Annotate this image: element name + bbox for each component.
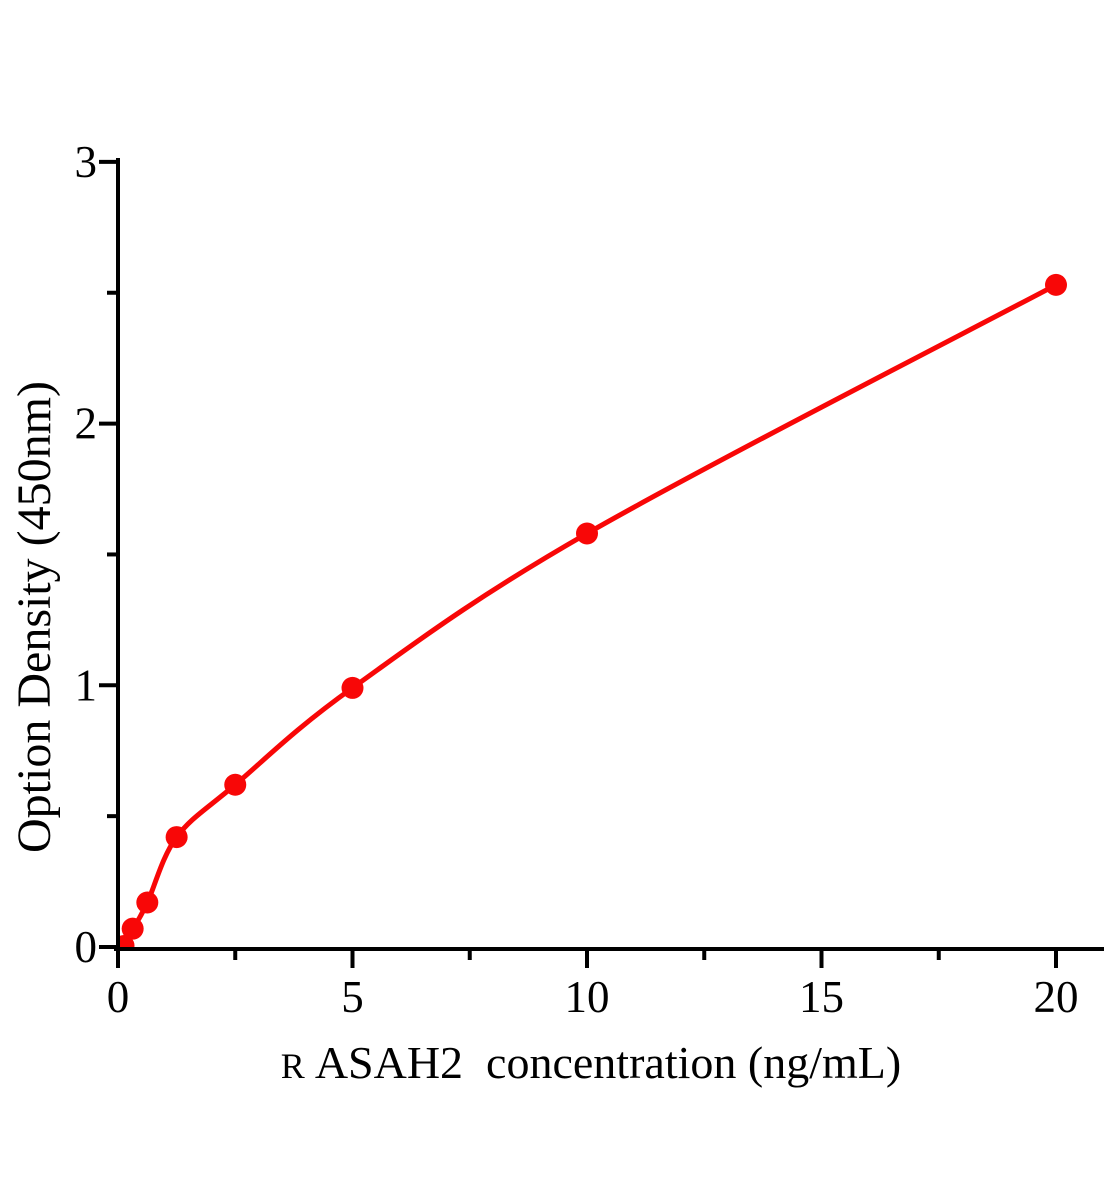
x-axis-title: R ASAH2 concentration (ng/mL)	[281, 1037, 901, 1088]
x-tick-label-15: 15	[799, 972, 844, 1022]
y-axis-title: Option Density (450nm)	[8, 381, 61, 853]
y-tick-label-1: 1	[75, 660, 98, 710]
data-point-marker-1.25	[165, 826, 188, 849]
x-tick-label-10: 10	[565, 972, 610, 1022]
data-point-marker-0.625	[136, 891, 159, 914]
y-tick-label-3: 3	[75, 137, 98, 187]
x-axis-title-main: ASAH2 concentration (ng/mL)	[315, 1037, 901, 1088]
x-tick-label-20: 20	[1034, 972, 1079, 1022]
x-tick-label-0: 0	[107, 972, 130, 1022]
data-point-marker-0.3125	[121, 917, 144, 940]
data-point-marker-5	[341, 676, 364, 699]
x-axis-title-prefix: R	[281, 1046, 305, 1086]
x-tick-label-5: 5	[341, 972, 364, 1022]
data-point-marker-10	[576, 522, 598, 545]
fitted-curve-line	[116, 282, 1058, 949]
y-tick-label-2: 2	[75, 399, 98, 449]
data-point-marker-20	[1045, 273, 1067, 296]
y-tick-label-0: 0	[75, 922, 98, 972]
data-point-marker-2.5	[224, 773, 247, 796]
